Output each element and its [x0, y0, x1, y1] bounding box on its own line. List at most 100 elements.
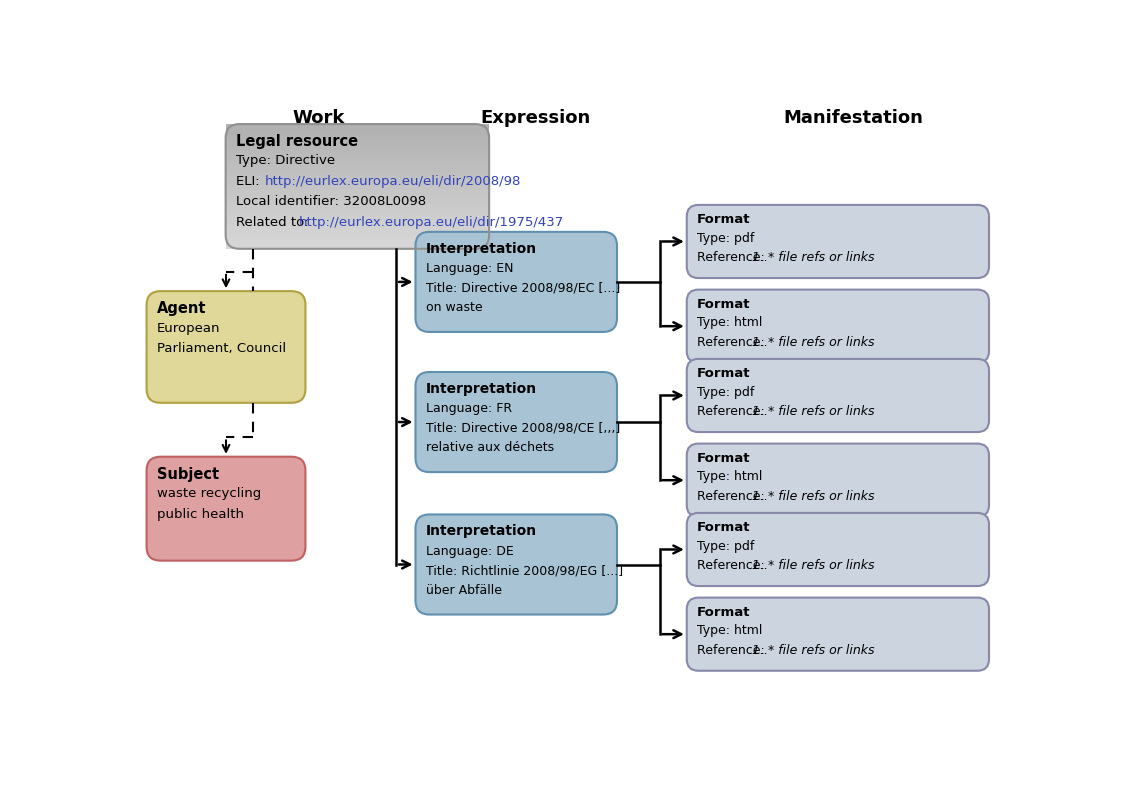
Text: 1..* file refs or links: 1..* file refs or links [752, 336, 875, 349]
Bar [226, 154, 490, 156]
Bar [226, 141, 490, 144]
Bar [226, 161, 490, 164]
Text: Format: Format [697, 606, 750, 619]
Text: Language: EN: Language: EN [426, 262, 513, 275]
Bar [226, 124, 490, 126]
Bar [226, 221, 490, 224]
Text: public health: public health [156, 507, 244, 521]
Bar [226, 206, 490, 209]
Bar [226, 226, 490, 229]
Text: Title: Directive 2008/98/EC [...]: Title: Directive 2008/98/EC [...] [426, 282, 620, 295]
Text: Local identifier: 32008L0098: Local identifier: 32008L0098 [236, 195, 426, 209]
Bar [226, 224, 490, 227]
Bar [226, 159, 490, 161]
Bar [226, 228, 490, 231]
Bar [226, 137, 490, 139]
Text: 1..* file refs or links: 1..* file refs or links [752, 405, 875, 418]
Bar [226, 194, 490, 197]
Text: Reference:: Reference: [697, 336, 773, 349]
Text: Manifestation: Manifestation [784, 109, 923, 126]
Bar [226, 126, 490, 129]
Text: European: European [156, 322, 220, 335]
FancyBboxPatch shape [687, 290, 989, 363]
Text: Interpretation: Interpretation [426, 525, 537, 539]
Bar [226, 174, 490, 176]
Text: Language: DE: Language: DE [426, 545, 513, 558]
Bar [226, 179, 490, 182]
Bar [226, 167, 490, 169]
Bar [226, 204, 490, 206]
Text: Agent: Agent [156, 301, 207, 316]
Text: relative aux déchets: relative aux déchets [426, 441, 554, 454]
Bar [226, 152, 490, 154]
Text: Format: Format [697, 213, 750, 227]
Bar [226, 246, 490, 249]
Text: on waste: on waste [426, 301, 482, 314]
Bar [226, 164, 490, 167]
Text: Format: Format [697, 367, 750, 380]
FancyBboxPatch shape [147, 292, 305, 403]
Bar [226, 139, 490, 141]
Bar [226, 236, 490, 239]
FancyBboxPatch shape [416, 231, 617, 332]
Bar [226, 169, 490, 171]
Bar [226, 156, 490, 159]
Text: Type: html: Type: html [697, 624, 763, 638]
Bar [226, 243, 490, 246]
Text: 1..* file refs or links: 1..* file refs or links [752, 251, 875, 264]
Text: waste recycling: waste recycling [156, 487, 261, 500]
Bar [226, 234, 490, 236]
Bar [226, 231, 490, 234]
Text: ELI:: ELI: [236, 175, 264, 188]
Text: 1..* file refs or links: 1..* file refs or links [752, 559, 875, 572]
Text: Reference:: Reference: [697, 559, 773, 572]
Text: Type: pdf: Type: pdf [697, 540, 755, 553]
Text: 1..* file refs or links: 1..* file refs or links [752, 644, 875, 656]
Bar [226, 209, 490, 212]
Text: Type: Directive: Type: Directive [236, 155, 335, 167]
Bar [226, 196, 490, 199]
FancyBboxPatch shape [416, 372, 617, 472]
Text: Title: Directive 2008/98/CE [,,,]: Title: Directive 2008/98/CE [,,,] [426, 422, 620, 434]
Bar [226, 149, 490, 152]
Bar [226, 144, 490, 146]
Text: Reference:: Reference: [697, 490, 773, 502]
Bar [226, 241, 490, 244]
Text: Reference:: Reference: [697, 644, 773, 656]
Bar [226, 181, 490, 184]
Text: Title: Richtlinie 2008/98/EG [...]: Title: Richtlinie 2008/98/EG [...] [426, 564, 622, 577]
Text: Type: pdf: Type: pdf [697, 386, 755, 399]
Bar [226, 216, 490, 219]
Text: Type: pdf: Type: pdf [697, 231, 755, 245]
FancyBboxPatch shape [687, 597, 989, 671]
Text: Parliament, Council: Parliament, Council [156, 342, 285, 355]
Text: Interpretation: Interpretation [426, 382, 537, 396]
Text: Type: html: Type: html [697, 470, 763, 483]
Bar [226, 214, 490, 216]
Text: 1..* file refs or links: 1..* file refs or links [752, 490, 875, 502]
Text: Reference:: Reference: [697, 251, 773, 264]
Bar [226, 186, 490, 189]
Text: Language: FR: Language: FR [426, 402, 512, 416]
Bar [226, 146, 490, 149]
Text: Expression: Expression [481, 109, 591, 126]
Text: über Abfälle: über Abfälle [426, 584, 502, 596]
Bar [226, 201, 490, 204]
Text: http://eurlex.europa.eu/eli/dir/1975/437: http://eurlex.europa.eu/eli/dir/1975/437 [299, 216, 565, 228]
Text: Format: Format [697, 452, 750, 465]
Bar [226, 219, 490, 221]
FancyBboxPatch shape [687, 513, 989, 586]
Bar [226, 176, 490, 179]
FancyBboxPatch shape [687, 359, 989, 432]
Bar [226, 211, 490, 214]
Bar [226, 184, 490, 186]
FancyBboxPatch shape [687, 205, 989, 278]
Bar [226, 199, 490, 201]
Text: Related to:: Related to: [236, 216, 312, 228]
Text: Reference:: Reference: [697, 405, 773, 418]
Text: Format: Format [697, 521, 750, 534]
Text: http://eurlex.europa.eu/eli/dir/2008/98: http://eurlex.europa.eu/eli/dir/2008/98 [264, 175, 521, 188]
Text: Interpretation: Interpretation [426, 242, 537, 256]
FancyBboxPatch shape [687, 444, 989, 517]
Text: Subject: Subject [156, 467, 219, 482]
